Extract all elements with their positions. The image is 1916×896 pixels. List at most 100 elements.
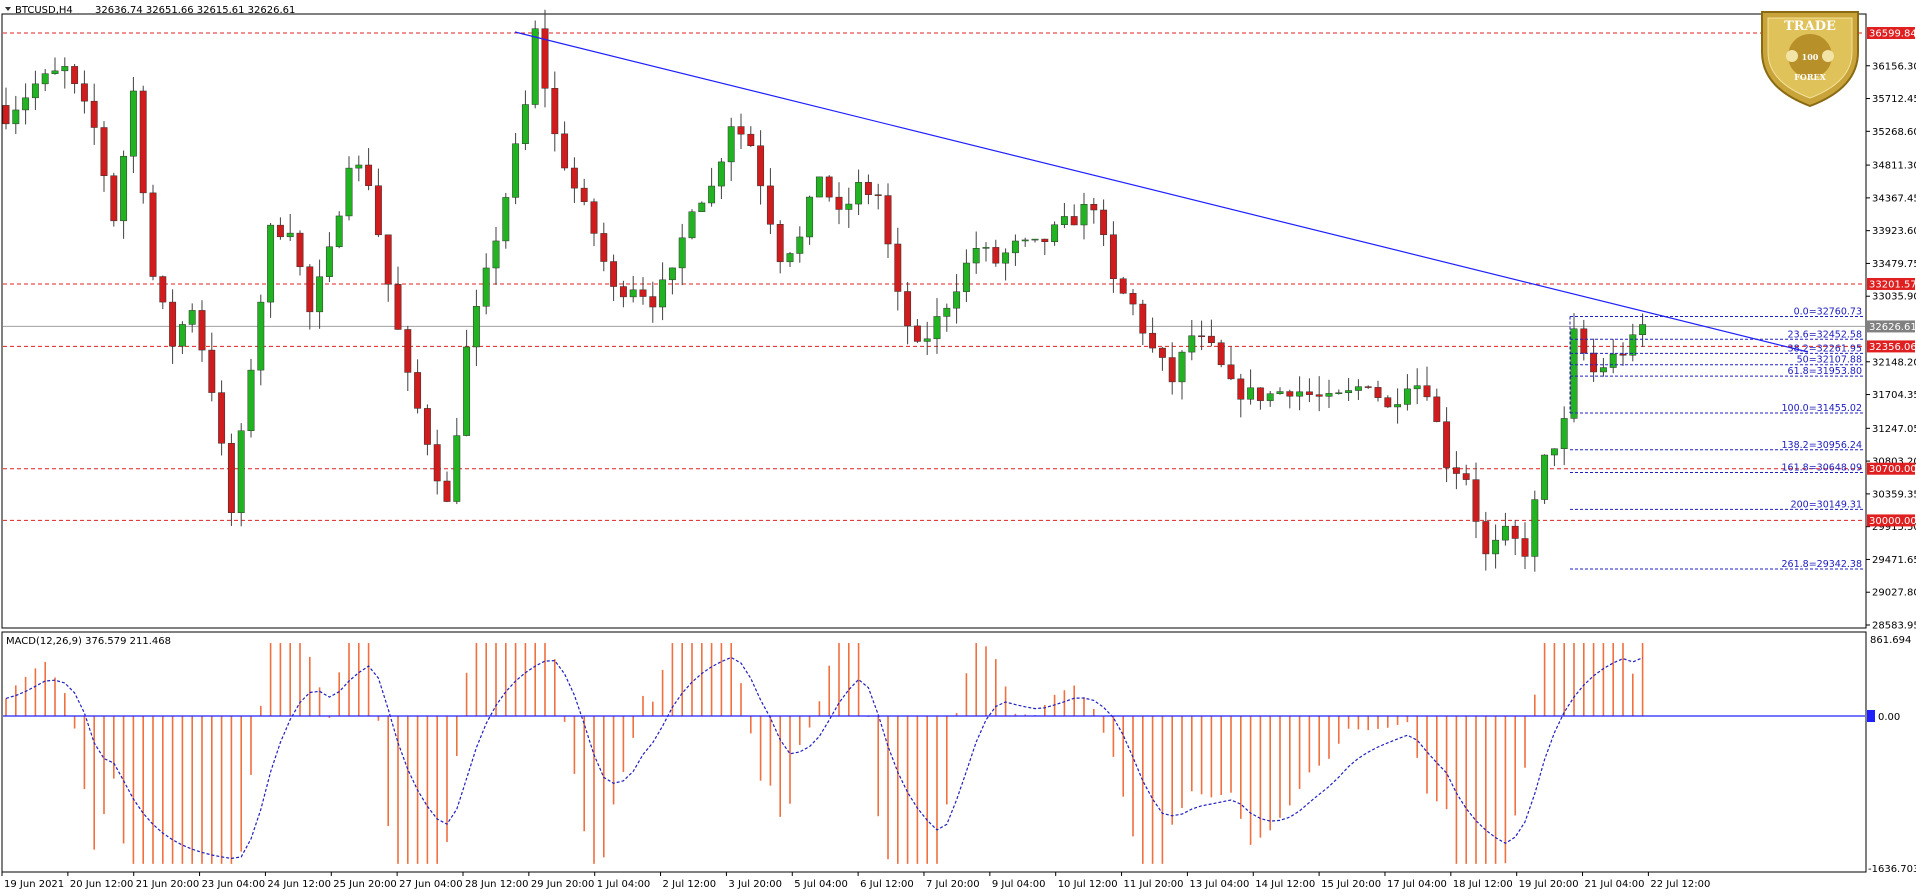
bearish-candle <box>71 64 79 94</box>
fibonacci-levels[interactable]: 0.0=32760.73 23.6=32452.58 38.2=32261.9550… <box>1569 307 1864 570</box>
bullish-candle <box>1639 313 1647 347</box>
bullish-candle <box>933 298 941 354</box>
bearish-candle <box>414 359 422 414</box>
bullish-candle <box>1276 387 1284 395</box>
bullish-candle <box>12 95 20 135</box>
bullish-candle <box>453 417 461 505</box>
bullish-candle <box>698 201 706 212</box>
bullish-candle <box>659 262 667 321</box>
bullish-candle <box>1188 319 1196 361</box>
bearish-candle <box>1580 319 1588 361</box>
bullish-candle <box>972 231 980 274</box>
chevron-down-icon[interactable] <box>5 7 11 11</box>
bullish-candle <box>1060 202 1068 229</box>
bearish-candle <box>1452 451 1460 490</box>
price-tick-label: 33035.90 <box>1872 292 1916 303</box>
bullish-candle <box>237 423 245 527</box>
trendline[interactable] <box>514 31 1809 353</box>
bullish-candle <box>786 251 794 268</box>
price-tick-label: 34811.30 <box>1872 161 1916 172</box>
bearish-candle <box>365 148 373 191</box>
bearish-candle <box>306 264 314 330</box>
bearish-candle <box>1158 347 1166 371</box>
bearish-candle <box>296 230 304 276</box>
bullish-candle <box>962 249 970 302</box>
bullish-candle <box>688 209 696 240</box>
macd-histogram <box>5 643 1644 864</box>
level-price-labels: 36599.84 33201.57 32356.06 30700.00 30000.00… <box>1867 27 1916 527</box>
price-tick-label: 31704.35 <box>1872 390 1916 401</box>
level-label: 32356.06 <box>1869 342 1916 353</box>
price-tick-label: 29915.50 <box>1872 522 1916 533</box>
price-tick-label: 35268.60 <box>1872 127 1916 138</box>
level-label: 33201.57 <box>1869 279 1916 290</box>
bearish-candle <box>737 113 745 150</box>
bearish-candle <box>600 222 608 272</box>
bearish-candle <box>423 404 431 456</box>
bullish-candle <box>1403 374 1411 411</box>
bullish-candle <box>1325 379 1333 408</box>
bullish-candle <box>1178 350 1186 400</box>
trade-forex-logo: TRADE 100 FOREX <box>1761 11 1859 108</box>
bearish-candle <box>159 275 167 310</box>
bearish-candle <box>1090 197 1098 224</box>
bearish-candle <box>1462 464 1470 486</box>
price-tick-label: 36156.30 <box>1872 61 1916 72</box>
bullish-candle <box>855 169 863 216</box>
bearish-candle <box>1511 519 1519 556</box>
bullish-candle <box>796 226 804 263</box>
bullish-candle <box>482 253 490 315</box>
bullish-candle <box>708 167 716 207</box>
bearish-candle <box>2 87 10 130</box>
bullish-candle <box>1501 512 1509 546</box>
bearish-candle <box>1364 385 1372 389</box>
time-axis: 19 Jun 2021 20 Jun 12:00 21 Jun 20:00 23 Ju… <box>1 872 1710 890</box>
bullish-candle <box>492 226 500 285</box>
horizontal-levels <box>3 32 1865 521</box>
bearish-candle <box>757 130 765 205</box>
time-tick-label: 19 Jun 2021 <box>4 879 64 890</box>
bearish-candle <box>551 71 559 152</box>
level-badge <box>1867 514 1915 527</box>
price-tick-label: 33479.75 <box>1872 259 1916 270</box>
time-tick-label: 20 Jun 12:00 <box>70 879 134 890</box>
bearish-candle <box>619 280 627 308</box>
price-tick-label: 31247.05 <box>1872 424 1916 435</box>
time-tick-label: 18 Jul 12:00 <box>1453 879 1513 890</box>
price-tick-label: 35712.45 <box>1872 94 1916 105</box>
level-badge <box>1867 277 1915 290</box>
bearish-candle <box>80 70 88 114</box>
bearish-candle <box>884 183 892 258</box>
logo-text-bottom: FOREX <box>1794 72 1826 82</box>
bullish-candle <box>1541 454 1549 505</box>
bearish-candle <box>1070 204 1078 226</box>
time-tick-label: 19 Jul 20:00 <box>1519 879 1579 890</box>
bullish-candle <box>1629 323 1637 362</box>
time-tick-label: 1 Jul 04:00 <box>597 879 651 890</box>
fib-level-label: 0.0=32760.73 <box>1794 307 1862 318</box>
bullish-candle <box>286 213 294 242</box>
bearish-candle <box>874 183 882 210</box>
bullish-candle <box>953 274 961 324</box>
bearish-candle <box>1619 342 1627 366</box>
bearish-candle <box>561 121 569 171</box>
bullish-candle <box>463 329 471 437</box>
bearish-candle <box>1149 317 1157 353</box>
bearish-candle <box>1109 221 1117 293</box>
bearish-candle <box>90 83 98 145</box>
bullish-candle <box>1570 313 1578 423</box>
bearish-candle <box>394 266 402 330</box>
bullish-candle <box>512 132 520 205</box>
macd-zero-label: 0.00 <box>1878 712 1900 723</box>
bullish-candle <box>41 69 49 92</box>
bullish-candle <box>345 156 353 221</box>
bearish-candle <box>570 157 578 203</box>
bullish-candle <box>188 303 196 333</box>
macd-signal-line <box>5 656 1643 860</box>
bullish-candle <box>1247 369 1255 405</box>
bearish-candle <box>149 184 157 281</box>
chart-header: BTCUSD,H4 32636.74 32651.66 32615.61 326… <box>5 5 295 16</box>
bullish-candle <box>247 358 255 438</box>
bearish-candle <box>1521 522 1529 570</box>
